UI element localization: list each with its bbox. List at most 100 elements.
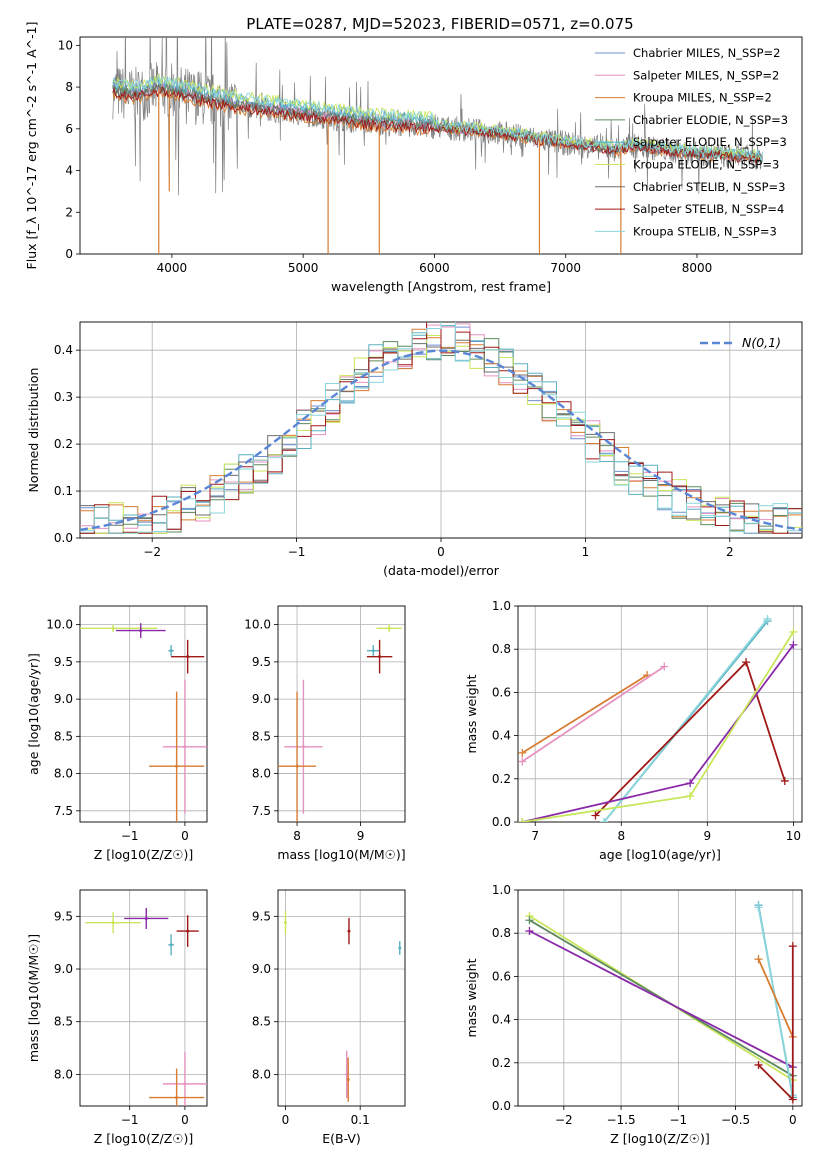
weight-marker [525,927,534,936]
legend-entry: Kroupa STELIB, N_SSP=3 [633,224,777,238]
data-point [175,764,179,768]
x-axis-label: mass [log10(M/M☉)] [277,847,405,862]
y-tick-label: 9.0 [252,962,271,976]
data-point [183,1082,187,1086]
weight-marker [660,662,669,671]
weight-marker [780,776,789,785]
x-tick-label: −1 [669,1113,687,1127]
age_vs_Z-panel: −1 0 7.5 8.0 8.5 9.0 9.5 10.0 Z [log10(Z/Z☉)] age… [26,605,208,862]
y-tick-label: 0.2 [54,437,73,451]
x-tick-label: 9 [704,829,712,843]
x-axis-label: Z [log10(Z/Z☉)] [94,1131,194,1146]
figure-title: PLATE=0287, MJD=52023, FIBERID=0571, z=0… [246,15,633,33]
weight-line-kroupa_stelib [757,907,794,1096]
weight-marker [789,627,798,636]
plot-frame [517,889,803,1107]
plot-frame [79,36,803,255]
data-point [347,929,351,933]
plot-frame [79,889,208,1107]
y-tick-label: 0.2 [492,1056,511,1070]
data-point [283,921,287,925]
weight-marker [763,614,772,623]
weight-line-kroupa_stelib [603,618,769,822]
y-tick-label: 8.5 [54,729,73,743]
y-tick-label: 9.5 [54,909,73,923]
mass_vs_ebv-marks [283,911,402,1102]
weight-marker [600,818,609,822]
x-tick-label: 4000 [157,261,188,275]
weight-line-purple_fit [529,930,794,1068]
x-tick-label: 0 [437,545,445,559]
data-point [175,1096,179,1100]
y-tick-label: 9.5 [252,909,271,923]
x-tick-label: 8000 [682,261,713,275]
mass_vs_Z-panel: −1 0 8.0 8.5 9.0 9.5 Z [log10(Z/Z☉)] mass [log1… [26,889,208,1146]
age_vs_mass-marks [278,624,402,822]
y-tick-label: 9.5 [54,655,73,669]
weight-marker [591,811,600,820]
x-tick-label: −2 [555,1113,573,1127]
x-axis-label: (data-model)/error [383,563,500,578]
data-point [371,649,375,653]
y-tick-label: 8.0 [54,767,73,781]
residuals-marks [80,322,802,534]
data-point [346,1078,350,1082]
x-tick-label: 6000 [419,261,450,275]
data-point [139,629,143,633]
normal-curve [80,349,802,531]
data-point [345,1072,349,1076]
model-spectrum-salpeter_stelib [112,85,763,164]
legend-entry: Salpeter MILES, N_SSP=2 [633,68,779,82]
x-tick-label: −1 [121,1113,139,1127]
model-spectrum-kroupa_stelib [112,75,764,161]
plot-frame [277,605,406,823]
x-axis-label: Z [log10(Z/Z☉)] [94,847,194,862]
data-point [295,764,299,768]
x-tick-label: 7000 [550,261,581,275]
y-tick-label: 0.4 [492,729,511,743]
x-tick-label: 5000 [288,261,319,275]
weight_vs_age-panel: 7 8 9 10 0.0 0.2 0.4 0.6 0.8 1.0 age [log10(age/yr… [464,599,803,862]
y-tick-label: 0.0 [54,531,73,545]
x-tick-label: 9 [357,829,365,843]
weight-marker [518,818,527,822]
y-tick-label: 0.1 [54,484,73,498]
y-tick-label: 8.0 [252,1067,271,1081]
y-tick-label: 8.5 [54,1015,73,1029]
legend-entry: Chabrier MILES, N_SSP=2 [633,46,780,60]
y-tick-label: 0.2 [492,772,511,786]
y-axis-label: Flux [f_λ 10^-17 erg cm^-2 s^-1 A^-1] [24,22,39,270]
y-tick-label: 9.0 [252,692,271,706]
y-tick-label: 0.8 [492,926,511,940]
y-tick-label: 1.0 [492,883,511,897]
y-tick-label: 7.5 [54,804,73,818]
weight-marker [518,748,527,757]
x-tick-label: −1.5 [606,1113,635,1127]
age_vs_Z-marks [80,623,207,822]
weight_vs_Z-panel: −2 −1.5 −1 −0.5 0 0.0 0.2 0.4 0.6 0.8 1.0 Z [log10(… [464,883,803,1146]
x-axis-label: E(B-V) [322,1131,361,1146]
y-tick-label: 8.0 [54,1067,73,1081]
legend-entry: Salpeter ELODIE, N_SSP=3 [633,135,787,149]
weight-marker [789,640,798,649]
data-point [183,745,187,749]
legend-entry: Kroupa ELODIE, N_SSP=3 [633,158,779,172]
y-tick-label: 8.5 [252,1015,271,1029]
x-tick-label: 10 [786,829,801,843]
weight-marker [754,903,763,912]
legend-entry: Kroupa MILES, N_SSP=2 [633,91,772,105]
legend-entry: Chabrier ELODIE, N_SSP=3 [633,113,788,127]
weight-marker [518,757,527,766]
y-tick-label: 0.4 [54,343,73,357]
y-tick-label: 10 [58,38,73,52]
y-axis-label: age [log10(age/yr)] [26,653,41,775]
x-tick-label: 1 [582,545,590,559]
y-tick-label: 0.8 [492,642,511,656]
y-tick-label: 6 [65,122,73,136]
x-tick-label: 8 [617,829,625,843]
y-tick-label: 8 [65,80,73,94]
y-axis-label: mass [log10(M/M☉)] [26,934,41,1062]
y-tick-label: 0.0 [492,815,511,829]
